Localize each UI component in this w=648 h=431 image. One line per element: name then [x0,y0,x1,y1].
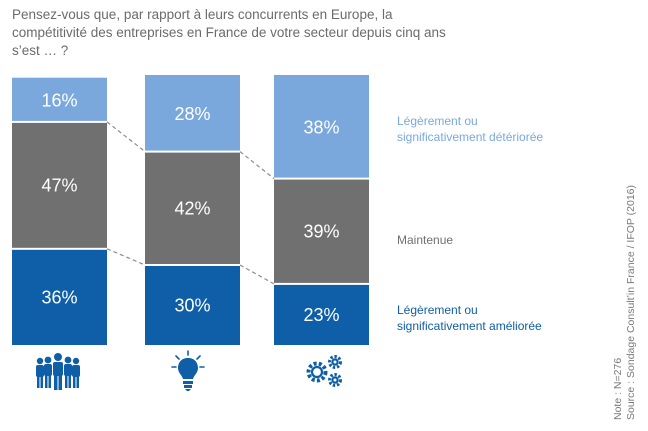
source-note: Note : N=276 Source : Sondage Consult’in… [612,185,638,420]
connector-line-2-1 [239,264,275,285]
connector-line-1-2 [106,121,146,153]
people-group-icon [36,353,80,390]
legend-deteriorated-line-2: significativement détériorée [397,130,544,144]
bar-improved-1 [12,249,107,345]
legend-maintained-line-1: Maintenue [397,233,454,247]
bar-improved-3 [274,284,369,345]
legend-improved-line-2: significativement améliorée [397,319,542,333]
data-label-maintained-1: 47% [41,175,77,195]
lightbulb-icon [171,350,205,391]
legend-deteriorated-line-1: Légèrement ou [397,114,478,128]
gears-icon [306,355,342,387]
bars [12,75,369,345]
bar-deteriorated-3 [274,75,369,178]
data-label-deteriorated-1: 16% [41,90,77,110]
data-label-deteriorated-2: 28% [174,104,210,124]
data-label-maintained-2: 42% [174,198,210,218]
legend-maintained: Maintenue [397,232,453,248]
data-labels: 36% 47% 16% 30% 42% 28% 23% 39% 38% [41,90,339,325]
legend-improved: Légèrement ou significativement amélioré… [397,302,542,334]
legend-improved-line-1: Légèrement ou [397,303,478,317]
data-label-improved-1: 36% [41,287,77,307]
bar-deteriorated-2 [145,75,240,151]
data-label-deteriorated-3: 38% [303,117,339,137]
connector-lines [106,121,275,285]
legend-deteriorated: Légèrement ou significativement détérior… [397,113,543,145]
connector-line-2-2 [239,151,275,180]
bar-maintained-3 [274,179,369,283]
connector-line-1-1 [106,248,146,266]
data-label-maintained-3: 39% [303,221,339,241]
bar-deteriorated-1 [12,77,107,121]
bar-improved-2 [145,266,240,345]
bar-maintained-2 [145,152,240,264]
chart-title: Pensez-vous que, par rapport à leurs con… [12,7,446,58]
data-label-improved-2: 30% [174,296,210,316]
source-text: Source : Sondage Consult’in France / IFO… [625,184,637,420]
note-text: Note : N=276 [612,357,624,420]
bar-maintained-1 [12,122,107,248]
data-label-improved-3: 23% [303,305,339,325]
